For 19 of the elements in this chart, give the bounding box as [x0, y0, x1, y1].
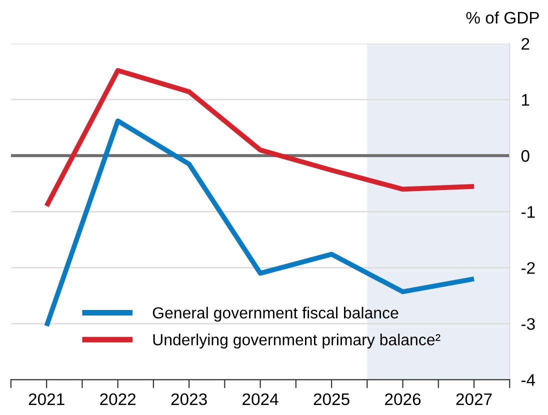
x-tick-label: 2026 [385, 393, 421, 406]
y-tick-label: 1 [522, 94, 530, 106]
legend-label: General government fiscal balance [152, 306, 398, 322]
y-tick-label: -4 [521, 374, 536, 386]
y-tick-label: -1 [521, 206, 535, 218]
y-axis-title: % of GDP [466, 11, 539, 24]
x-tick-label: 2021 [28, 393, 64, 406]
x-tick-label: 2027 [456, 393, 492, 406]
x-tick-label: 2022 [100, 393, 136, 406]
line-series [44, 118, 476, 328]
x-tick-label: 2025 [314, 393, 350, 406]
x-tick-label: 2024 [242, 393, 278, 406]
y-tick-label: -2 [521, 262, 535, 274]
x-tick-label: 2023 [171, 393, 207, 406]
line-series [44, 68, 476, 208]
legend-label: Underlying government primary balance² [153, 334, 440, 349]
y-tick-label: -3 [521, 318, 535, 330]
y-tick-label: 0 [521, 150, 530, 162]
y-tick-label: 2 [522, 38, 530, 50]
